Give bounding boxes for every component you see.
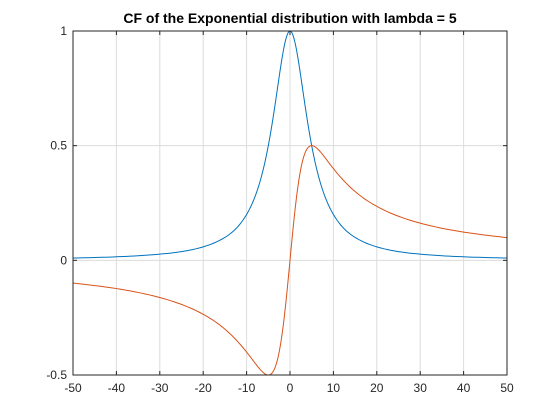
x-tick-label: 0 xyxy=(287,381,294,395)
x-tick-label: -40 xyxy=(108,381,126,395)
x-tick-label: 30 xyxy=(414,381,428,395)
x-tick-label: 10 xyxy=(327,381,341,395)
y-tick-label: 1 xyxy=(60,24,67,38)
y-tick-label: -0.5 xyxy=(46,368,67,382)
y-tick-label: 0 xyxy=(60,253,67,267)
x-tick-label: 50 xyxy=(500,381,514,395)
x-tick-label: -50 xyxy=(64,381,82,395)
ticks: -50 -40 -30 -20 -10 0 10 20 30 40 50 -0.5 0 0.5 1 xyxy=(46,24,514,395)
x-tick-label: -30 xyxy=(151,381,169,395)
chart-title: CF of the Exponential distribution with … xyxy=(123,10,457,26)
series-2-line xyxy=(73,145,507,375)
y-tick-label: 0.5 xyxy=(50,139,67,153)
series-1-line xyxy=(73,31,507,259)
x-tick-label: -10 xyxy=(238,381,256,395)
x-tick-label: 20 xyxy=(370,381,384,395)
x-tick-label: -20 xyxy=(195,381,213,395)
series-layer xyxy=(73,31,507,375)
x-tick-label: 40 xyxy=(457,381,471,395)
